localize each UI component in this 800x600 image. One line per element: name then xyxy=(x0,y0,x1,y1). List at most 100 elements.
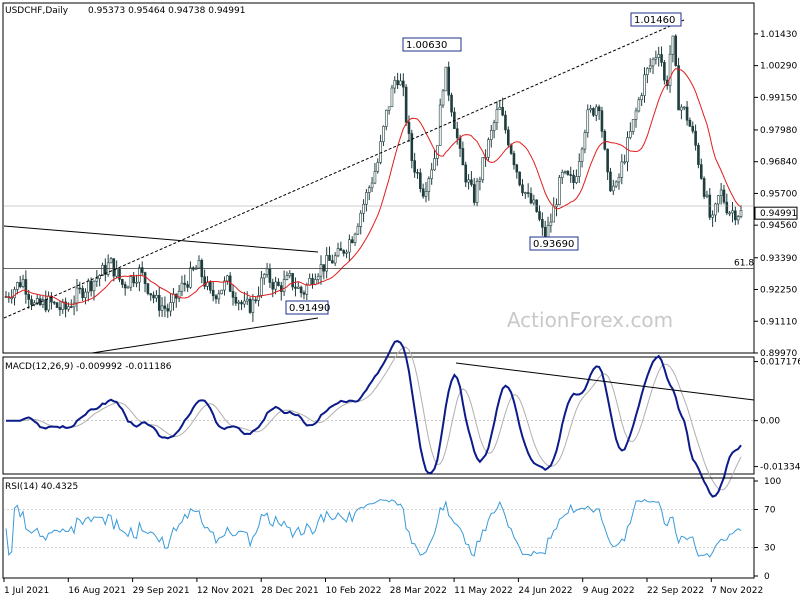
candle-body xyxy=(152,294,155,299)
candle-body xyxy=(123,284,127,289)
price-tick-label: 0.95700 xyxy=(760,189,797,199)
candle-body xyxy=(739,210,743,217)
candle-body xyxy=(436,145,439,159)
macd-tick-label: 0.00 xyxy=(760,417,780,427)
candle-body xyxy=(262,274,266,279)
candle-body xyxy=(348,239,351,253)
current-price-value: 0.94991 xyxy=(760,209,797,219)
candle-body xyxy=(336,248,340,257)
candle-body xyxy=(237,301,241,304)
fib-level-label: 61.8 xyxy=(734,259,754,269)
candle-body xyxy=(711,214,714,218)
candle-body xyxy=(643,74,646,96)
candle-body xyxy=(243,300,246,305)
time-tick-label: 24 Jun 2022 xyxy=(518,586,572,596)
candle-body xyxy=(447,66,451,96)
candle-body xyxy=(685,106,689,121)
candle-body xyxy=(271,282,275,290)
candle-body xyxy=(86,280,90,293)
price-tick-label: 1.01430 xyxy=(760,30,797,40)
candle-body xyxy=(393,80,397,89)
candle-body xyxy=(674,35,678,66)
candle-body xyxy=(115,268,118,277)
candle-body xyxy=(532,199,536,204)
time-tick-label: 7 Nov 2022 xyxy=(711,586,763,596)
candle-body xyxy=(214,295,218,300)
candle-body xyxy=(487,139,490,158)
candle-body xyxy=(52,301,56,304)
candle-body xyxy=(424,191,428,197)
candle-body xyxy=(231,291,235,298)
rsi-tick-label: 0 xyxy=(764,572,770,582)
macd-label: MACD(12,26,9) -0.009992 -0.011186 xyxy=(5,362,172,372)
candle-body xyxy=(55,302,59,308)
candle-body xyxy=(623,161,626,164)
upper-trendline xyxy=(3,225,319,253)
candle-body xyxy=(646,68,649,76)
price-tick-label: 1.00290 xyxy=(760,62,797,72)
candle-body xyxy=(566,171,570,175)
candle-body xyxy=(663,62,666,81)
candle-body xyxy=(589,108,592,111)
candle-body xyxy=(64,301,67,310)
candle-body xyxy=(13,289,16,299)
price-tick-label: 0.91110 xyxy=(760,317,797,327)
candle-body xyxy=(640,95,643,101)
candle-body xyxy=(362,203,365,214)
rsi-tick-label: 30 xyxy=(764,544,776,554)
candle-body xyxy=(396,80,399,86)
candle-body xyxy=(112,258,116,277)
candle-body xyxy=(155,294,158,299)
candle-body xyxy=(609,171,612,192)
candle-body xyxy=(58,307,62,310)
candle-body xyxy=(163,305,167,309)
candle-body xyxy=(350,239,354,243)
time-tick-label: 1 Jul 2021 xyxy=(4,586,49,596)
candle-body xyxy=(30,299,33,305)
candle-body xyxy=(211,289,215,297)
candle-body xyxy=(728,212,731,215)
candle-body xyxy=(569,174,573,176)
candle-body xyxy=(572,174,575,183)
price-tick-label: 0.94560 xyxy=(760,221,797,231)
candle-body xyxy=(413,160,416,173)
candle-body xyxy=(72,302,76,308)
candle-body xyxy=(734,210,737,221)
candle-body xyxy=(78,287,82,290)
price-annotation: 1.01460 xyxy=(630,12,682,27)
candle-body xyxy=(390,87,394,108)
candle-body xyxy=(677,65,680,111)
candle-body xyxy=(328,255,331,261)
candle-body xyxy=(722,189,726,203)
macd-tick-label: -0.01334 xyxy=(760,463,800,473)
candle-body xyxy=(526,192,530,194)
candle-body xyxy=(135,281,138,284)
candle-body xyxy=(419,172,422,190)
rsi-label: RSI(14) 40.4325 xyxy=(5,482,78,492)
rsi-tick-label: 100 xyxy=(764,477,781,487)
candle-body xyxy=(379,141,382,163)
candle-body xyxy=(296,286,300,289)
candle-body xyxy=(146,283,150,294)
candle-body xyxy=(421,188,425,197)
candle-body xyxy=(594,106,598,116)
macd-trendline xyxy=(455,362,755,401)
candle-body xyxy=(274,281,277,290)
candle-body xyxy=(282,279,286,292)
price-annotation: 1.00630 xyxy=(402,37,462,52)
macd-main-line xyxy=(6,340,742,498)
candle-body xyxy=(101,264,104,276)
candle-body xyxy=(104,264,107,275)
candle-body xyxy=(140,267,144,273)
candle-body xyxy=(654,57,658,60)
candle-body xyxy=(342,250,346,254)
candle-body xyxy=(203,276,206,287)
macd-tick-label: 0.017176 xyxy=(760,358,800,368)
candle-body xyxy=(257,295,260,301)
candle-body xyxy=(172,293,175,303)
candle-body xyxy=(35,298,39,304)
annotation-box xyxy=(630,12,682,27)
candle-body xyxy=(308,277,311,286)
candle-body xyxy=(441,90,445,106)
